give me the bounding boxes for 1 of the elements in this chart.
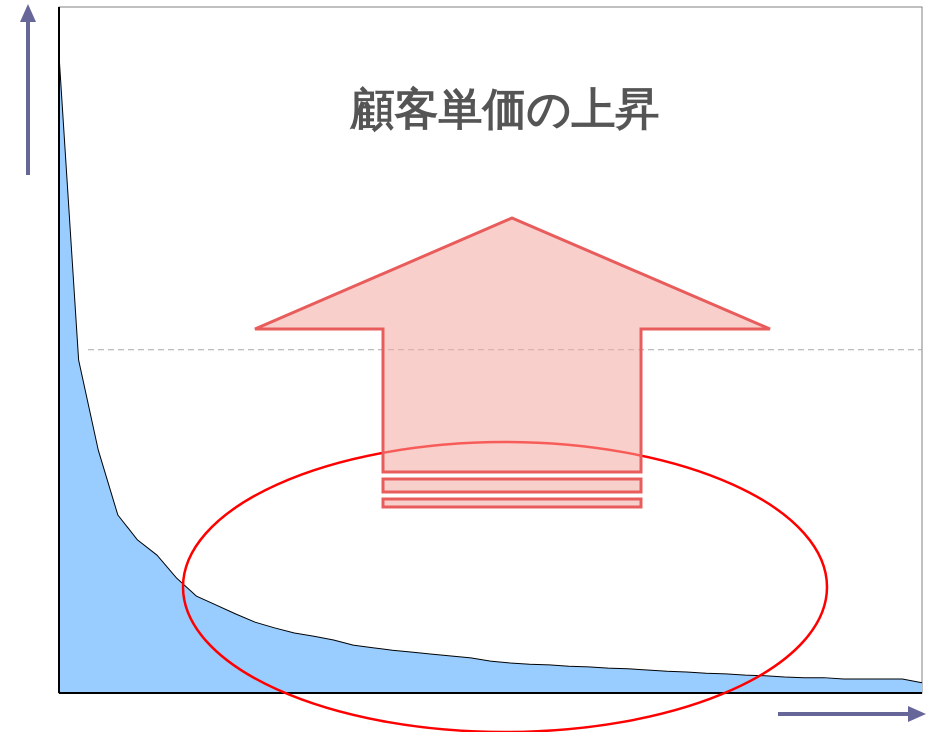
text: 顧客単価の上昇 [350, 84, 660, 135]
